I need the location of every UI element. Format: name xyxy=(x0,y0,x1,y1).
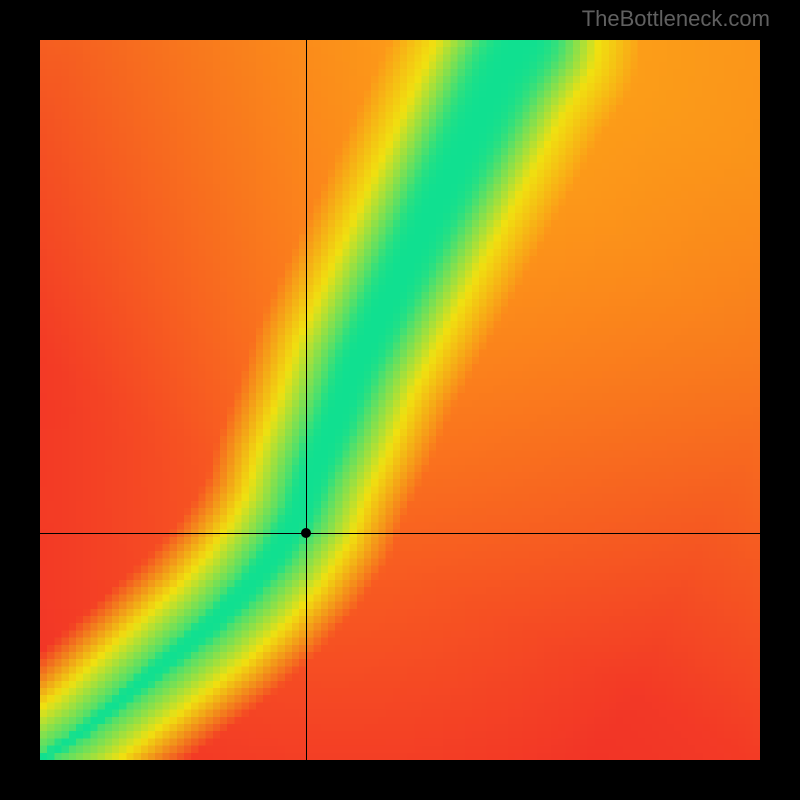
heatmap-canvas xyxy=(40,40,760,760)
crosshair-dot xyxy=(301,528,311,538)
chart-frame: TheBottleneck.com xyxy=(0,0,800,800)
plot-area xyxy=(40,40,760,760)
crosshair-horizontal xyxy=(40,533,760,534)
watermark-text: TheBottleneck.com xyxy=(582,6,770,32)
crosshair-vertical xyxy=(306,40,307,760)
